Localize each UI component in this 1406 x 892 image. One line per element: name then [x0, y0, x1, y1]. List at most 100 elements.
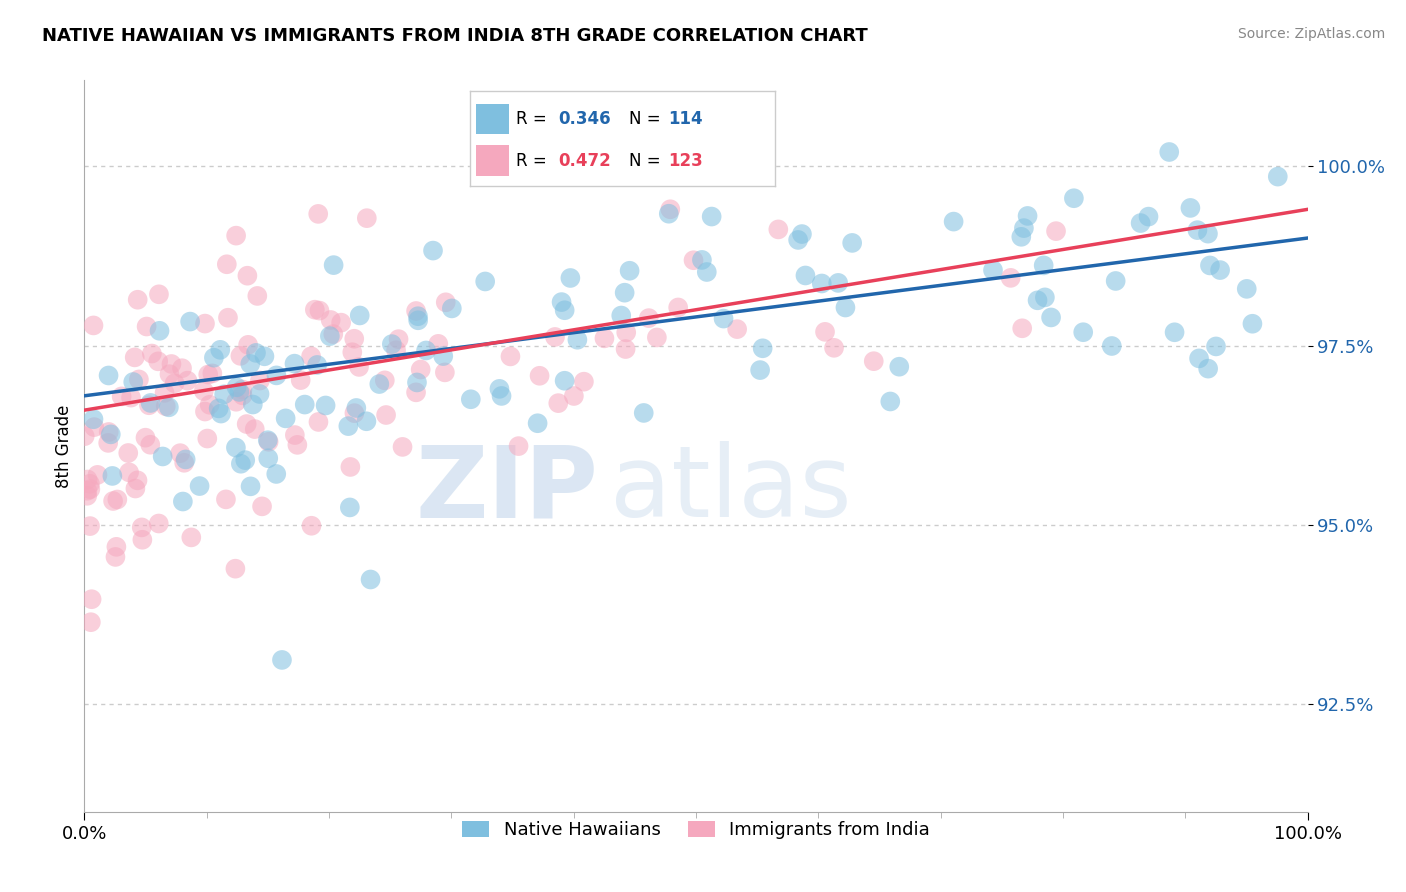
Point — [614, 342, 637, 356]
Point — [301, 518, 323, 533]
Point — [560, 271, 582, 285]
Point — [342, 345, 364, 359]
Point — [433, 365, 456, 379]
Point — [768, 222, 790, 236]
Point — [225, 441, 247, 455]
Point — [209, 343, 232, 357]
Point — [343, 406, 366, 420]
Point — [76, 483, 98, 498]
Point — [193, 384, 215, 398]
Point — [79, 476, 101, 491]
Point — [284, 428, 307, 442]
Point — [225, 228, 247, 243]
Point — [307, 207, 329, 221]
Point — [544, 330, 567, 344]
Point — [529, 368, 551, 383]
Point — [499, 350, 522, 364]
Point — [339, 459, 361, 474]
Point — [344, 401, 367, 415]
Point — [82, 412, 104, 426]
Point — [682, 253, 704, 268]
Point — [841, 235, 863, 250]
Point — [207, 401, 229, 416]
Point — [82, 318, 104, 333]
Point — [322, 258, 344, 272]
Point — [315, 399, 337, 413]
Point — [173, 456, 195, 470]
Point — [1040, 310, 1063, 325]
Point — [304, 302, 326, 317]
Point — [862, 354, 884, 368]
Point — [356, 211, 378, 226]
Point — [157, 401, 180, 415]
Point — [131, 533, 153, 547]
Point — [613, 285, 636, 300]
Point — [749, 363, 772, 377]
Point — [264, 467, 287, 481]
Point — [266, 368, 288, 383]
Point — [257, 451, 280, 466]
Point — [1241, 317, 1264, 331]
Point — [751, 341, 773, 355]
Point — [330, 316, 353, 330]
Point — [322, 327, 344, 342]
Point — [658, 207, 681, 221]
Text: atlas: atlas — [610, 442, 852, 539]
Point — [195, 432, 218, 446]
Point — [138, 398, 160, 412]
Point — [101, 494, 124, 508]
Point — [1267, 169, 1289, 184]
Point — [713, 311, 735, 326]
Point — [1045, 224, 1067, 238]
Point — [229, 457, 252, 471]
Point — [491, 389, 513, 403]
Point — [148, 287, 170, 301]
Point — [610, 309, 633, 323]
Point — [814, 325, 837, 339]
Point — [246, 289, 269, 303]
Point — [194, 404, 217, 418]
Point — [271, 653, 294, 667]
Point — [368, 377, 391, 392]
Point — [375, 408, 398, 422]
Point — [256, 434, 278, 448]
Point — [245, 346, 267, 360]
Point — [889, 359, 911, 374]
Point — [128, 372, 150, 386]
Point — [127, 474, 149, 488]
Point — [406, 376, 429, 390]
Point — [405, 385, 427, 400]
Point — [981, 263, 1004, 277]
Point — [834, 301, 856, 315]
Point — [385, 343, 408, 358]
Point — [406, 310, 429, 324]
Point — [1137, 210, 1160, 224]
Point — [299, 349, 322, 363]
Point — [215, 257, 238, 271]
Point — [120, 391, 142, 405]
Point — [83, 420, 105, 434]
Point — [124, 482, 146, 496]
Point — [242, 398, 264, 412]
Point — [79, 482, 101, 496]
Point — [308, 415, 330, 429]
Point — [209, 407, 232, 421]
Point — [879, 394, 901, 409]
Point — [619, 264, 641, 278]
Point — [231, 388, 253, 402]
Point — [160, 357, 183, 371]
Point — [790, 227, 813, 241]
Text: NATIVE HAWAIIAN VS IMMIGRANTS FROM INDIA 8TH GRADE CORRELATION CHART: NATIVE HAWAIIAN VS IMMIGRANTS FROM INDIA… — [42, 27, 868, 45]
Point — [823, 341, 845, 355]
Point — [427, 336, 450, 351]
Point — [508, 439, 530, 453]
Point — [131, 520, 153, 534]
Point — [1071, 325, 1094, 339]
Point — [562, 389, 585, 403]
Point — [97, 425, 120, 439]
Point — [257, 434, 280, 449]
Point — [637, 311, 659, 326]
Point — [645, 330, 668, 344]
Text: Source: ZipAtlas.com: Source: ZipAtlas.com — [1237, 27, 1385, 41]
Point — [409, 362, 432, 376]
